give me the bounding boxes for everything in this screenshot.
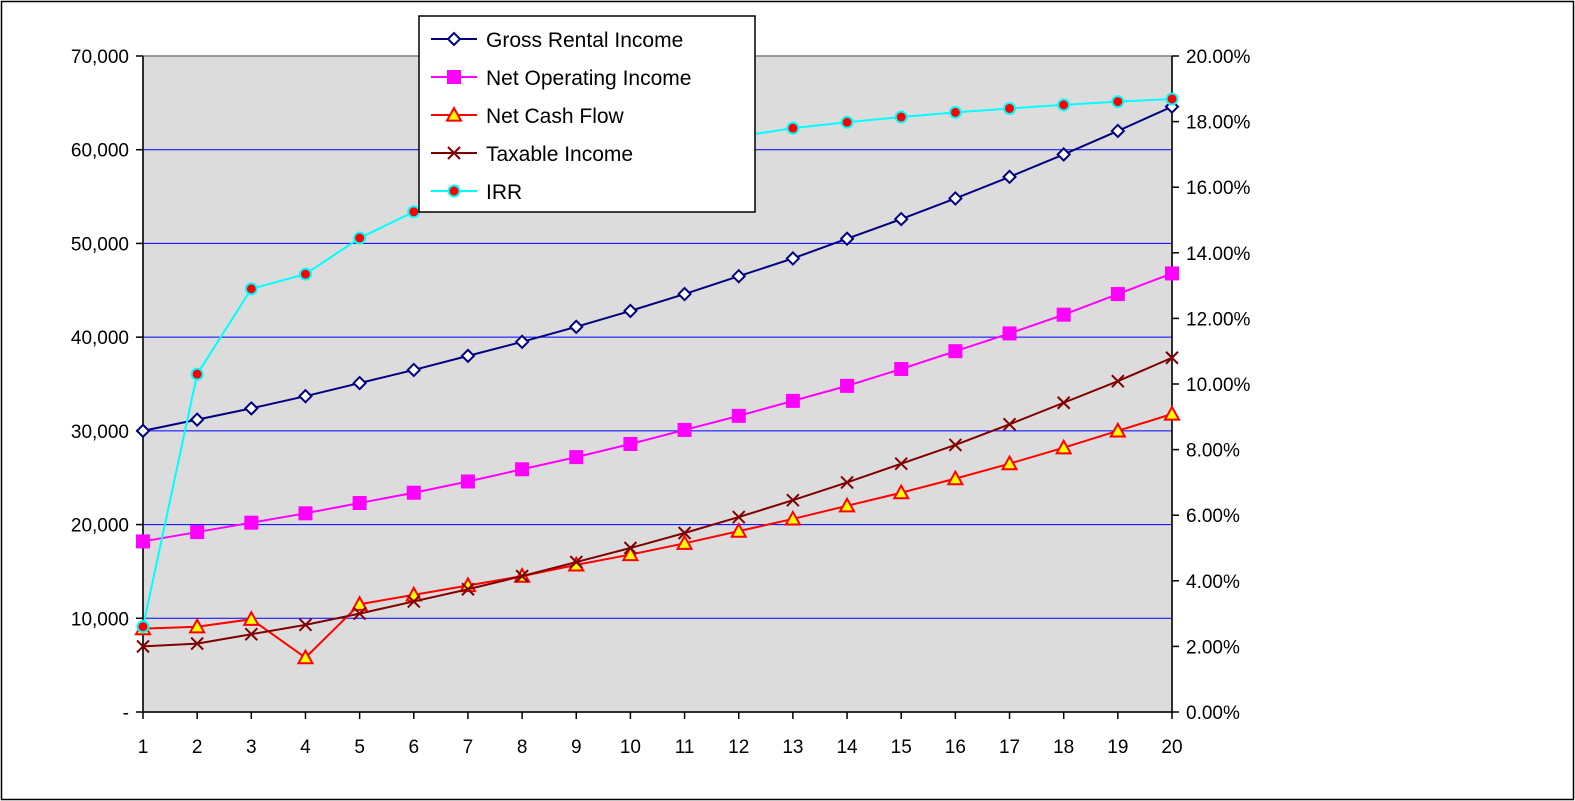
y-tick-label: - [123,703,129,724]
x-tick-label: 11 [675,737,695,758]
x-tick-label: 3 [246,737,257,758]
y2-tick-label: 20.00% [1186,47,1251,68]
net-operating-income-point [191,526,203,538]
x-tick-label: 15 [891,737,912,758]
x-tick-label: 19 [1107,737,1128,758]
x-tick-label: 14 [836,737,858,758]
net-operating-income-point [1058,309,1070,321]
y2-tick-label: 0.00% [1186,703,1240,724]
irr-point [1058,99,1069,110]
legend-label: Taxable Income [486,143,633,166]
x-tick-label: 18 [1053,737,1074,758]
x-tick-label: 5 [354,737,365,758]
net-operating-income-point [679,424,691,436]
irr-point [1167,93,1178,104]
irr-point [246,283,257,294]
y-tick-label: 60,000 [71,141,129,162]
net-operating-income-point [841,380,853,392]
net-operating-income-point [137,535,149,547]
legend-label: Net Cash Flow [486,105,625,128]
irr-point [950,107,961,118]
y2-tick-label: 14.00% [1186,244,1251,265]
legend-label: Gross Rental Income [486,29,683,52]
net-operating-income-point [408,487,420,499]
y2-tick-label: 18.00% [1186,113,1251,134]
irr-point [138,621,149,632]
x-tick-label: 16 [945,737,966,758]
x-tick-label: 7 [463,737,474,758]
irr-point [192,369,203,380]
y2-tick-label: 12.00% [1186,309,1251,330]
y-tick-label: 10,000 [71,609,129,630]
irr-point [896,112,907,123]
net-operating-income-point [462,475,474,487]
y-tick-label: 30,000 [71,422,129,443]
legend-label: IRR [486,181,522,204]
net-operating-income-point [895,363,907,375]
net-operating-income-point [949,345,961,357]
x-tick-label: 1 [138,737,149,758]
y-tick-label: 20,000 [71,516,129,537]
irr-point [1004,103,1015,114]
x-tick-label: 2 [192,737,203,758]
net-operating-income-point [354,497,366,509]
x-tick-label: 12 [728,737,749,758]
net-operating-income-point [733,410,745,422]
y2-tick-label: 6.00% [1186,506,1240,527]
irr-point [300,269,311,280]
x-tick-label: 6 [409,737,420,758]
x-tick-label: 20 [1161,737,1182,758]
x-tick-label: 10 [620,737,641,758]
y-tick-label: 40,000 [71,328,129,349]
y2-tick-label: 16.00% [1186,178,1251,199]
legend-swatch-marker [448,71,460,83]
y-tick-label: 70,000 [71,47,129,68]
net-operating-income-point [787,395,799,407]
legend-swatch-marker [449,186,460,197]
y2-tick-label: 4.00% [1186,572,1240,593]
net-operating-income-point [299,507,311,519]
irr-point [354,233,365,244]
net-operating-income-point [1166,267,1178,279]
net-operating-income-point [245,517,257,529]
irr-point [408,206,419,217]
y2-tick-label: 8.00% [1186,441,1240,462]
y2-tick-label: 2.00% [1186,637,1240,658]
irr-point [1112,96,1123,107]
x-tick-label: 9 [571,737,582,758]
x-tick-label: 13 [782,737,803,758]
x-tick-label: 4 [300,737,311,758]
irr-point [787,123,798,134]
legend-label: Net Operating Income [486,67,691,90]
y-tick-label: 50,000 [71,234,129,255]
net-operating-income-point [516,463,528,475]
net-operating-income-point [624,438,636,450]
x-tick-label: 17 [999,737,1020,758]
legend: Gross Rental Income Net Operating Income N… [419,16,755,212]
net-operating-income-point [1112,288,1124,300]
net-operating-income-point [570,451,582,463]
x-tick-label: 8 [517,737,528,758]
net-operating-income-point [1004,327,1016,339]
y2-tick-label: 10.00% [1186,375,1251,396]
irr-point [842,117,853,128]
